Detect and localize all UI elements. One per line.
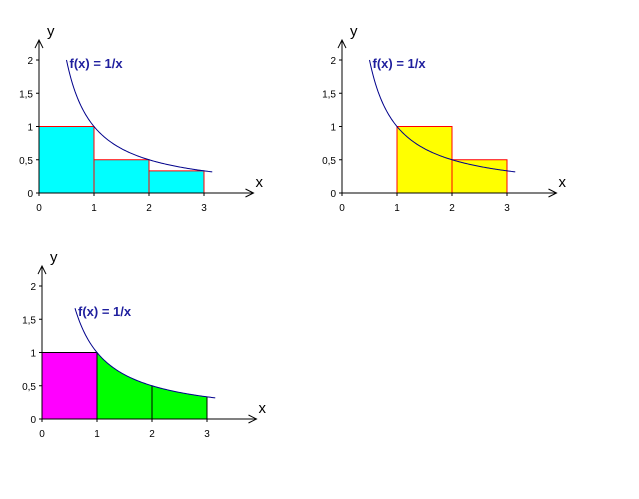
- region-edge-3: [148, 170, 205, 193]
- y-tick-label-2: 1: [330, 123, 336, 134]
- y-tick-label-0: 0: [330, 189, 336, 200]
- x-tick-label-0: 0: [39, 429, 45, 440]
- function-label: f(x) = 1/x: [70, 56, 124, 71]
- x-tick-label-2: 2: [146, 203, 152, 214]
- y-tick-label-1: 0,5: [322, 156, 336, 167]
- y-tick-label-1: 0,5: [19, 156, 33, 167]
- region-2: [452, 159, 507, 193]
- y-axis-label: y: [350, 23, 358, 40]
- y-tick-label-3: 1,5: [19, 89, 33, 100]
- y-tick-label-4: 2: [27, 56, 33, 67]
- x-tick-label-0: 0: [339, 203, 345, 214]
- region-2: [97, 352, 152, 419]
- chart-panel-2: 0 1 2 3 0 0,5 1 1,5 2 x y f(x) = 1/x: [322, 23, 566, 214]
- region-edge-2: [451, 159, 508, 193]
- y-axis-label: y: [50, 249, 58, 266]
- curve-1-over-x: [74, 308, 216, 399]
- x-tick-label-1: 1: [91, 203, 97, 214]
- y-axis-arrow: [37, 264, 47, 275]
- y-tick-label-4: 2: [330, 56, 336, 67]
- x-axis-arrow: [548, 188, 558, 198]
- region-3: [152, 385, 207, 419]
- x-axis-arrow: [245, 188, 255, 198]
- x-tick-label-3: 3: [201, 203, 207, 214]
- chart-panel-1: 0 1 2 3 0 0,5 1 1,5 2 x y f(x) = 1/x: [19, 23, 263, 214]
- function-label: f(x) = 1/x: [78, 304, 132, 319]
- region-3: [149, 170, 204, 193]
- x-tick-label-1: 1: [94, 429, 100, 440]
- curve-1-over-x: [369, 59, 516, 173]
- y-tick-label-0: 0: [30, 415, 36, 426]
- y-tick-label-0: 0: [27, 189, 33, 200]
- y-axis-label: y: [47, 23, 55, 40]
- x-tick-label-1: 1: [394, 203, 400, 214]
- y-tick-label-2: 1: [30, 349, 36, 360]
- x-axis-label: x: [259, 400, 267, 417]
- x-axis-label: x: [559, 174, 567, 191]
- curve-1-over-x: [66, 59, 213, 173]
- function-label: f(x) = 1/x: [373, 56, 427, 71]
- x-axis-arrow: [248, 414, 258, 424]
- y-tick-label-3: 1,5: [22, 315, 36, 326]
- x-tick-label-2: 2: [449, 203, 455, 214]
- x-tick-label-0: 0: [36, 203, 42, 214]
- y-axis-arrow: [34, 38, 44, 49]
- y-tick-label-1: 0,5: [22, 382, 36, 393]
- chart-panel-3: 0 1 2 3 0 0,5 1 1,5 2 x y f(x) = 1/x: [22, 249, 266, 440]
- x-axis-label: x: [256, 174, 264, 191]
- region-2: [94, 159, 149, 193]
- x-tick-label-3: 3: [504, 203, 510, 214]
- y-axis-arrow: [337, 38, 347, 49]
- x-tick-label-3: 3: [204, 429, 210, 440]
- region-1: [397, 126, 452, 193]
- y-tick-label-2: 1: [27, 123, 33, 134]
- y-tick-label-4: 2: [30, 282, 36, 293]
- y-tick-label-3: 1,5: [322, 89, 336, 100]
- region-1: [39, 126, 94, 193]
- region-1: [42, 352, 97, 419]
- x-tick-label-2: 2: [149, 429, 155, 440]
